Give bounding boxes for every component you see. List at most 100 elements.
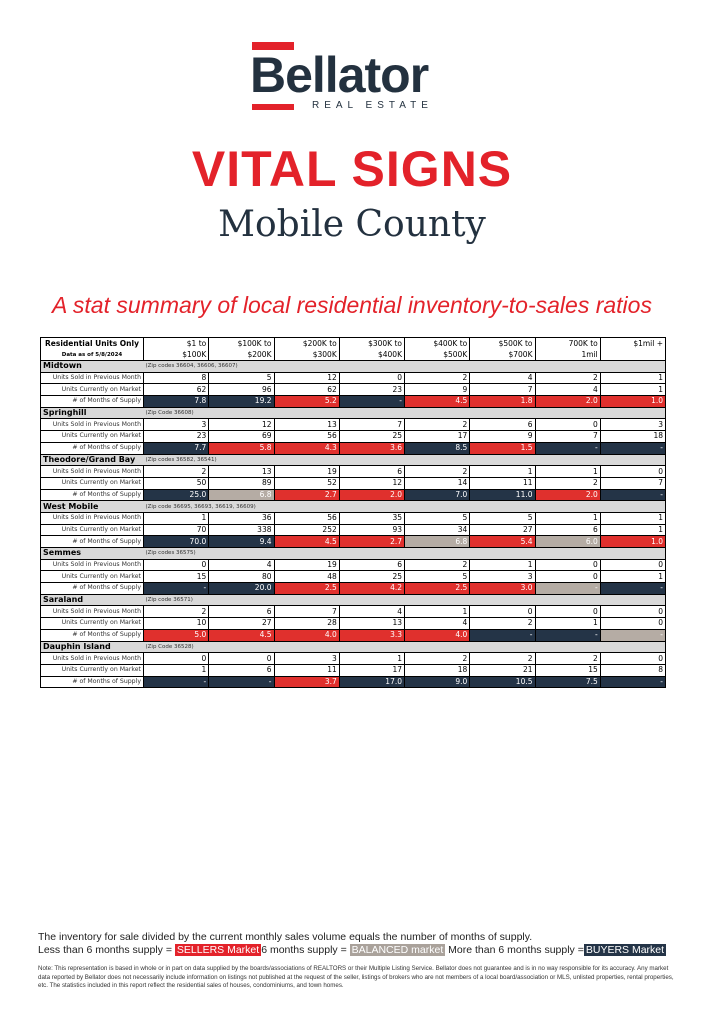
legend: The inventory for sale divided by the cu… — [38, 931, 678, 957]
market-cell: 15 — [535, 664, 601, 677]
row-label: Units Currently on Market — [40, 524, 144, 537]
market-cell: 69 — [208, 430, 275, 443]
sold-cell: 5 — [469, 512, 536, 525]
supply-cell: 3.7 — [274, 676, 340, 689]
market-cell: 3 — [469, 570, 536, 584]
sold-cell: 1 — [535, 512, 601, 525]
market-cell: 14 — [404, 477, 471, 490]
section-name: Theodore/Grand Bay — [40, 453, 144, 467]
market-cell: 1 — [535, 617, 601, 630]
section-name: West Mobile — [40, 500, 144, 513]
row-label: # of Months of Supply — [40, 629, 144, 642]
row-label: Units Sold in Previous Month — [40, 372, 144, 385]
column-header: $1 to — [143, 337, 210, 349]
market-cell: 23 — [143, 430, 210, 443]
section-header-row: West Mobile (Zip code 36695, 36693, 36619… — [40, 500, 666, 513]
sold-cell: 19 — [274, 559, 340, 572]
column-header: $700K — [469, 349, 536, 361]
supply-cell: 10.5 — [469, 676, 536, 689]
sold-cell: 1 — [469, 465, 536, 478]
market-cell: 52 — [274, 477, 340, 490]
supply-cell: 5.0 — [143, 629, 210, 642]
column-header: $200K — [208, 349, 275, 361]
section-name: Dauphin Island — [40, 640, 144, 654]
supply-cell: 3.3 — [339, 629, 406, 642]
market-cell: 338 — [208, 524, 275, 537]
legend-balanced: BALANCED market — [349, 944, 446, 956]
market-cell: 17 — [339, 664, 406, 677]
market-cell: 93 — [339, 524, 406, 537]
supply-cell: - — [600, 489, 667, 502]
market-cell: 9 — [404, 383, 471, 397]
sold-cell: 13 — [274, 418, 340, 432]
bellator-logo: Bellator REAL ESTATE — [250, 42, 462, 114]
legend-sellers: SELLERS Market — [174, 944, 262, 956]
column-header: $100K — [143, 349, 210, 361]
supply-cell: - — [469, 629, 536, 642]
date-label: Data as of 5/8/2024 — [40, 349, 144, 361]
sold-cell: 0 — [535, 418, 601, 432]
market-cell: 28 — [274, 617, 340, 630]
column-header: $100K to — [208, 337, 275, 349]
row-label: # of Months of Supply — [40, 676, 144, 689]
table-row-supply: # of Months of Supply -20.0 2.5 4.2 2.5 3.0- - — [40, 582, 667, 595]
sold-cell: 2 — [143, 465, 210, 478]
legend-buyers: BUYERS Market — [583, 944, 667, 956]
section-zip-codes: (Zip codes 36575) — [143, 547, 666, 560]
table-row-sold: Units Sold in Previous Month 8 5 12 0 2 4 2 1 — [40, 372, 667, 385]
supply-cell: 4.5 — [274, 535, 340, 548]
logo-wordmark: Bellator — [250, 47, 429, 103]
table-row-supply: # of Months of Supply 70.0 9.4 4.5 2.7 6.8 5.4… — [40, 535, 667, 548]
sold-cell: 1 — [600, 372, 667, 385]
market-cell: 62 — [143, 383, 210, 397]
header-label: Residential Units Only — [40, 337, 144, 349]
table-row-sold: Units Sold in Previous Month 1 36 56 35 5 5 1 1 — [40, 512, 667, 525]
supply-cell: 7.7 — [143, 442, 210, 455]
logo-bar-bottom — [252, 104, 294, 110]
market-cell: 7 — [600, 477, 667, 490]
market-cell: 18 — [600, 430, 667, 443]
subtitle: A stat summary of local residential inve… — [52, 292, 652, 318]
table-row-supply: # of Months of Supply 5.0 4.5 4.0 3.3 4.0- - - — [40, 629, 667, 642]
market-cell: 11 — [274, 664, 340, 677]
market-cell: 89 — [208, 477, 275, 490]
supply-cell: 11.0 — [469, 489, 536, 502]
supply-cell: 4.5 — [208, 629, 275, 642]
sold-cell: 5 — [208, 372, 275, 385]
sold-cell: 1 — [339, 652, 406, 665]
sold-cell: 2 — [404, 652, 471, 665]
table-row-supply: # of Months of Supply 7.8 19.2 5.2-4.5 1.8 2.… — [40, 395, 667, 408]
legend-key: Less than 6 months supply = SELLERS Mark… — [38, 944, 678, 957]
supply-cell: - — [600, 676, 667, 689]
market-cell: 18 — [404, 664, 471, 677]
sold-cell: 0 — [600, 465, 667, 478]
table-row-market: Units Currently on Market 15 80 48 25 5 3 0 1 — [40, 570, 667, 584]
supply-cell: - — [535, 442, 601, 455]
section-header-row: Dauphin Island (Zip Code 36528) — [40, 640, 666, 654]
supply-cell: 4.5 — [404, 395, 471, 408]
table-row-supply: # of Months of Supply 7.7 5.8 4.3 3.6 8.5 1.5-… — [40, 442, 667, 455]
section-zip-codes: (Zip Code 36608) — [143, 406, 666, 420]
table-row-market: Units Currently on Market 70 338 252 93 34 27 6… — [40, 524, 667, 537]
sold-cell: 13 — [208, 465, 275, 478]
column-header: $200K to — [274, 337, 340, 349]
supply-cell: 6.0 — [535, 535, 601, 548]
section-zip-codes: (Zip codes 36604, 36606, 36607) — [143, 360, 666, 373]
sold-cell: 56 — [274, 512, 340, 525]
section-zip-codes: (Zip code 36571) — [143, 593, 666, 607]
row-label: Units Sold in Previous Month — [40, 605, 144, 619]
supply-cell: 1.5 — [469, 442, 536, 455]
section-name: Midtown — [40, 360, 144, 373]
section-zip-codes: (Zip code 36695, 36693, 36619, 36609) — [143, 500, 666, 513]
row-label: Units Currently on Market — [40, 383, 144, 397]
sold-cell: 36 — [208, 512, 275, 525]
supply-cell: 5.4 — [469, 535, 536, 548]
supply-cell: 6.8 — [404, 535, 471, 548]
table-row-market: Units Currently on Market 62 96 62 23 9 7 4 1 — [40, 383, 667, 397]
section-name: Saraland — [40, 593, 144, 607]
sold-cell: 0 — [208, 652, 275, 665]
table-row-supply: # of Months of Supply 25.0 6.8 2.7 2.0 7.0 11.… — [40, 489, 667, 502]
market-cell: 7 — [469, 383, 536, 397]
supply-cell: 4.2 — [339, 582, 406, 595]
row-label: Units Currently on Market — [40, 617, 144, 630]
